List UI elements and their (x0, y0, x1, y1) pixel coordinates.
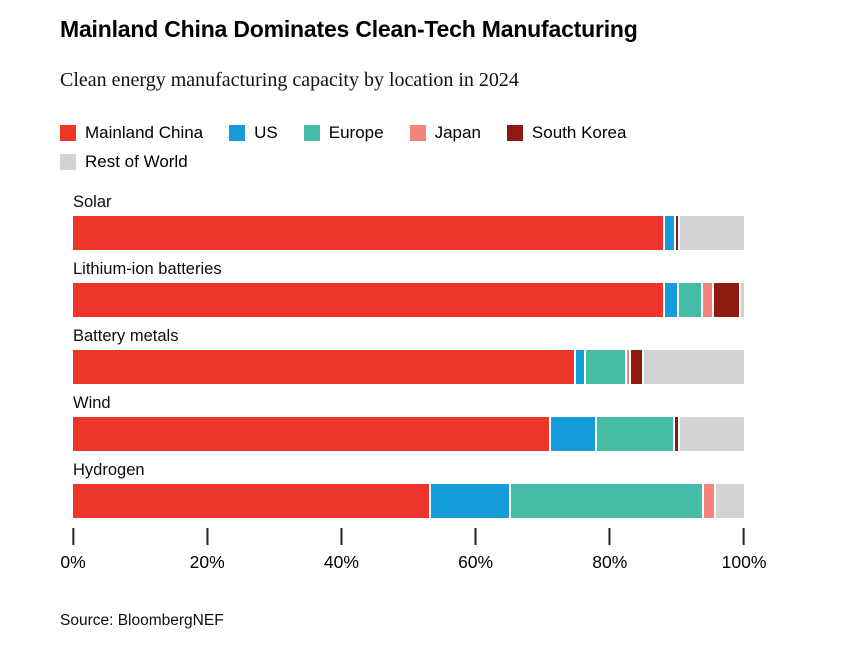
row-label: Lithium-ion batteries (73, 259, 222, 278)
tick-label: 60% (458, 551, 494, 572)
legend-swatch-icon (303, 124, 320, 141)
bar-segment (679, 215, 744, 250)
legend-label: Europe (328, 122, 384, 142)
tick-mark-icon (340, 527, 343, 545)
legend-swatch-icon (60, 124, 76, 141)
tick-label: 100% (721, 551, 767, 572)
bar-segment (511, 483, 705, 518)
stacked-bar-chart: Solar Lithium-ion batteries Battery metals… (73, 193, 744, 518)
bar-segment (626, 349, 631, 384)
stacked-bar (73, 282, 744, 317)
legend-item: Rest of World (60, 152, 188, 172)
row-label: Battery metals (73, 326, 179, 345)
legend-label: Rest of World (85, 151, 188, 171)
legend-item: Mainland China (60, 123, 203, 143)
bar-segment (73, 349, 576, 384)
tick-label: 40% (323, 551, 359, 572)
bar-segment (704, 483, 716, 518)
stacked-bar (73, 215, 744, 250)
stacked-bar (73, 349, 744, 384)
bar-segment (703, 282, 714, 317)
legend-swatch-icon (506, 124, 523, 141)
legend-swatch-icon (229, 124, 246, 141)
bar-segment (575, 349, 587, 384)
tick-mark-icon (474, 527, 477, 545)
bar-segment (73, 416, 551, 451)
tick-mark-icon (742, 527, 745, 545)
legend-label: Japan (434, 122, 481, 142)
bar-segment (713, 282, 741, 317)
chart-row: Hydrogen (73, 461, 744, 518)
chart-row: Lithium-ion batteries (73, 260, 744, 317)
axis-tick: 0% (60, 527, 86, 573)
chart-row: Solar (73, 193, 744, 250)
legend-swatch-icon (409, 124, 426, 141)
bar-segment (678, 282, 704, 317)
bar-segment (73, 282, 665, 317)
bar-segment (675, 215, 680, 250)
axis-tick: 40% (323, 527, 359, 573)
legend-label: US (254, 122, 278, 142)
bar-segment (431, 483, 512, 518)
axis-tick: 60% (458, 527, 494, 573)
bar-segment (664, 215, 676, 250)
legend-label: South Korea (531, 122, 627, 142)
source-credit: Source: BloombergNEF (60, 611, 224, 629)
stacked-bar (73, 483, 744, 518)
legend-swatch-icon (60, 153, 76, 170)
tick-mark-icon (71, 527, 74, 545)
chart-row: Wind (73, 394, 744, 451)
bar-segment (73, 215, 665, 250)
row-label: Wind (73, 393, 111, 412)
bar-segment (630, 349, 644, 384)
bar-segment (674, 416, 680, 451)
axis-tick: 80% (592, 527, 628, 573)
row-label: Hydrogen (73, 460, 145, 479)
bar-segment (73, 483, 432, 518)
bar-segment (715, 483, 744, 518)
bar-segment (586, 349, 627, 384)
chart-subtitle: Clean energy manufacturing capacity by l… (60, 68, 519, 91)
tick-label: 80% (592, 551, 628, 572)
tick-label: 0% (60, 551, 86, 572)
legend-item: US (229, 123, 278, 143)
stacked-bar (73, 416, 744, 451)
bar-segment (679, 416, 744, 451)
bar-segment (597, 416, 675, 451)
chart-row: Battery metals (73, 327, 744, 384)
bar-segment (740, 282, 744, 317)
chart-legend: Mainland China US Europe Japan South Korea Re… (60, 123, 725, 172)
axis-tick: 20% (189, 527, 225, 573)
bar-segment (664, 282, 679, 317)
chart-title: Mainland China Dominates Clean-Tech Manu… (60, 16, 638, 42)
tick-mark-icon (608, 527, 611, 545)
legend-item: Europe (303, 122, 384, 143)
x-axis: 0% 20% 40% 60% 80% 100% (60, 527, 766, 573)
legend-item: South Korea (506, 122, 627, 143)
legend-label: Mainland China (85, 122, 204, 142)
axis-tick: 100% (721, 527, 767, 573)
tick-mark-icon (206, 527, 209, 545)
bar-segment (550, 416, 598, 451)
row-label: Solar (73, 192, 112, 211)
legend-item: Japan (409, 122, 481, 143)
bar-segment (643, 349, 744, 384)
tick-label: 20% (189, 551, 225, 572)
